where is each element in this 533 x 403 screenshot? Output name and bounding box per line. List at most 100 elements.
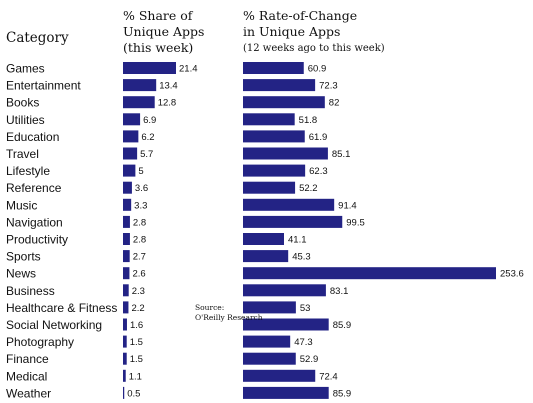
chart-row: Sports 2.7 45.3 bbox=[6, 250, 311, 264]
share-header-line-1: % Share of bbox=[123, 8, 194, 23]
rate-value-label: 253.6 bbox=[500, 269, 524, 280]
chart-row: Education 6.2 61.9 bbox=[6, 130, 327, 144]
category-label: Books bbox=[6, 96, 39, 110]
chart-row: Lifestyle 5 62.3 bbox=[6, 164, 328, 178]
category-label: Healthcare & Fitness bbox=[6, 301, 117, 315]
share-bar bbox=[123, 352, 127, 365]
rate-bar bbox=[243, 215, 343, 228]
share-value-label: 6.9 bbox=[143, 115, 156, 126]
share-value-label: 2.2 bbox=[131, 303, 144, 314]
category-label: Utilities bbox=[6, 113, 45, 127]
rate-value-label: 53 bbox=[300, 303, 311, 314]
source-note: Source: O'Reilly Research bbox=[195, 303, 263, 322]
category-label: Weather bbox=[6, 386, 51, 400]
chart-row: Finance 1.5 52.9 bbox=[6, 352, 318, 366]
category-label: News bbox=[6, 267, 36, 281]
category-label: Productivity bbox=[6, 233, 68, 247]
share-bar bbox=[123, 62, 176, 74]
rate-value-label: 62.3 bbox=[309, 166, 328, 177]
category-label: Education bbox=[6, 130, 59, 144]
rate-value-label: 47.3 bbox=[294, 337, 313, 348]
chart-row: Navigation 2.8 99.5 bbox=[6, 215, 365, 229]
share-value-label: 1.1 bbox=[129, 371, 142, 382]
rate-value-label: 82 bbox=[329, 98, 340, 109]
category-label: Travel bbox=[6, 147, 39, 161]
share-value-label: 2.3 bbox=[132, 286, 145, 297]
chart-row: Medical 1.1 72.4 bbox=[6, 369, 338, 383]
share-value-label: 2.7 bbox=[133, 252, 146, 263]
share-value-label: 0.5 bbox=[127, 388, 140, 399]
category-label: Reference bbox=[6, 181, 62, 195]
rate-bar bbox=[243, 335, 291, 348]
share-bar bbox=[123, 318, 127, 331]
rate-bar bbox=[243, 267, 496, 280]
chart-rows: Games 21.4 60.9 Entertainment 13.4 72.3 Books 1… bbox=[6, 62, 524, 401]
rate-value-label: 60.9 bbox=[308, 64, 327, 75]
rate-value-label: 91.4 bbox=[338, 200, 357, 211]
category-label: Medical bbox=[6, 369, 47, 383]
share-value-label: 3.6 bbox=[135, 183, 148, 194]
share-bar bbox=[123, 284, 129, 297]
rate-bar bbox=[243, 164, 306, 177]
share-bar bbox=[123, 113, 141, 126]
chart-headers: Category % Share of Unique Apps (this we… bbox=[6, 8, 385, 55]
share-value-label: 12.8 bbox=[158, 98, 177, 109]
rate-bar bbox=[243, 147, 328, 160]
share-value-label: 2.8 bbox=[133, 217, 146, 228]
share-value-label: 6.2 bbox=[141, 132, 154, 143]
share-value-label: 1.5 bbox=[130, 354, 143, 365]
chart-row: Games 21.4 60.9 bbox=[6, 62, 326, 76]
category-header: Category bbox=[6, 30, 69, 46]
category-label: Sports bbox=[6, 250, 41, 264]
rate-value-label: 61.9 bbox=[309, 132, 328, 143]
rate-bar bbox=[243, 352, 296, 365]
rate-bar bbox=[243, 113, 295, 126]
share-value-label: 5 bbox=[138, 166, 143, 177]
share-bar bbox=[123, 130, 139, 143]
chart-row: Weather 0.5 85.9 bbox=[6, 386, 351, 400]
chart-row: Travel 5.7 85.1 bbox=[6, 147, 350, 161]
rate-value-label: 52.9 bbox=[300, 354, 319, 365]
rate-value-label: 85.1 bbox=[332, 149, 351, 160]
rate-header-line-1: % Rate-of-Change bbox=[243, 8, 357, 23]
share-value-label: 2.8 bbox=[133, 235, 146, 246]
share-bar bbox=[123, 215, 130, 228]
chart-row: Music 3.3 91.4 bbox=[6, 198, 357, 212]
category-label: Finance bbox=[6, 352, 49, 366]
rate-bar bbox=[243, 386, 329, 399]
share-value-label: 3.3 bbox=[134, 200, 147, 211]
rate-bar bbox=[243, 369, 316, 382]
rate-header-subtitle: (12 weeks ago to this week) bbox=[243, 43, 385, 54]
share-bar bbox=[123, 301, 129, 314]
rate-bar bbox=[243, 284, 326, 297]
share-header-line-3: (this week) bbox=[123, 40, 193, 55]
chart-row: Reference 3.6 52.2 bbox=[6, 181, 318, 195]
rate-value-label: 52.2 bbox=[299, 183, 318, 194]
rate-value-label: 45.3 bbox=[292, 252, 311, 263]
category-label: Entertainment bbox=[6, 79, 81, 93]
rate-value-label: 85.9 bbox=[333, 320, 352, 331]
rate-bar bbox=[243, 181, 296, 194]
rate-bar bbox=[243, 79, 316, 92]
category-label: Photography bbox=[6, 335, 74, 349]
share-bar bbox=[123, 147, 138, 160]
share-bar bbox=[123, 198, 132, 211]
share-bar bbox=[123, 233, 130, 245]
rate-bar bbox=[243, 250, 289, 263]
share-value-label: 1.5 bbox=[130, 337, 143, 348]
share-value-label: 21.4 bbox=[179, 64, 198, 75]
rate-bar bbox=[243, 62, 304, 74]
share-value-label: 1.6 bbox=[130, 320, 143, 331]
rate-bar bbox=[243, 233, 284, 245]
rate-bar bbox=[243, 130, 305, 143]
category-label: Music bbox=[6, 198, 37, 212]
rate-bar bbox=[243, 96, 325, 109]
rate-header-line-2: in Unique Apps bbox=[243, 24, 340, 39]
chart-row: Utilities 6.9 51.8 bbox=[6, 113, 317, 127]
rate-value-label: 41.1 bbox=[288, 235, 307, 246]
rate-bar bbox=[243, 318, 329, 331]
rate-bar bbox=[243, 198, 335, 211]
share-bar bbox=[123, 335, 127, 348]
share-bar bbox=[123, 79, 157, 92]
